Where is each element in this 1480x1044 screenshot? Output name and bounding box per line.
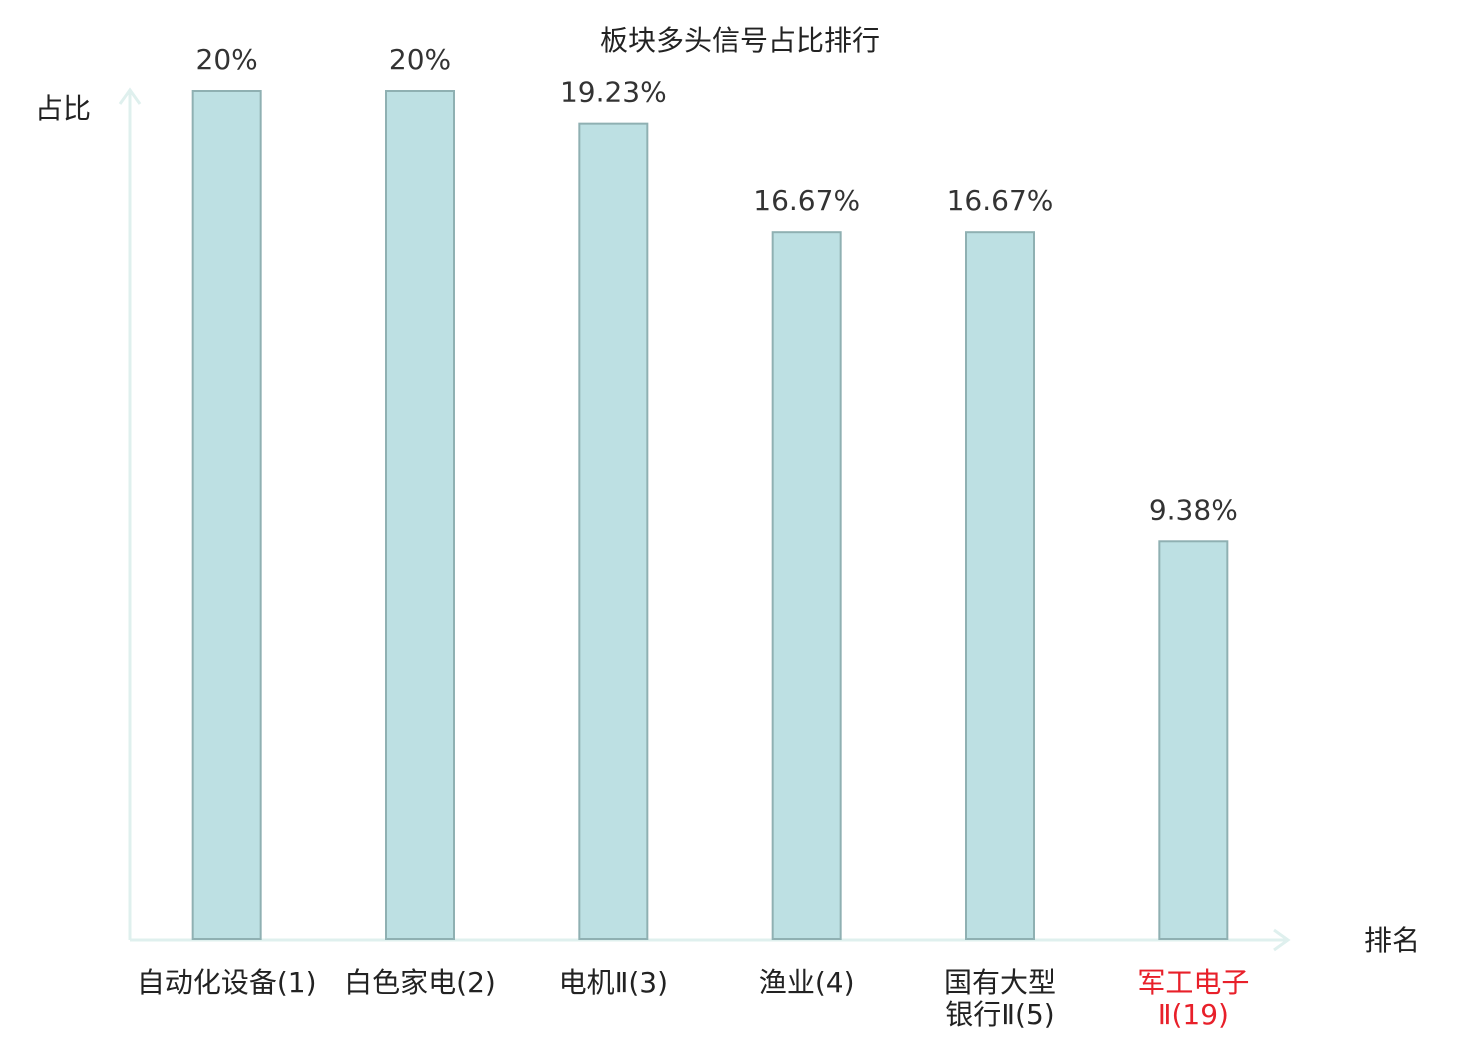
x-axis [130, 928, 1291, 952]
x-tick-label: 军工电子 Ⅱ(19) [1137, 966, 1249, 1031]
value-label: 16.67% [947, 184, 1054, 217]
bar [1158, 540, 1229, 941]
value-label: 20% [196, 43, 258, 76]
x-tick-label: 渔业(4) [759, 966, 855, 999]
bar [578, 122, 649, 940]
bar [965, 231, 1035, 940]
value-label: 19.23% [560, 76, 667, 109]
bar [191, 90, 262, 940]
chart-title: 板块多头信号占比排行 [600, 24, 880, 57]
value-label: 20% [389, 43, 451, 76]
x-tick-label: 国有大型银行Ⅱ(5) [944, 966, 1056, 1031]
y-axis [118, 87, 142, 940]
value-label: 16.67% [753, 184, 860, 217]
x-tick-label: 自动化设备(1) [137, 966, 317, 999]
bar [771, 231, 842, 940]
y-axis-label: 占比 [35, 92, 91, 125]
x-tick-label: 电机Ⅱ(3) [559, 966, 668, 999]
x-tick-label: 白色家电(2) [344, 966, 496, 999]
value-label: 9.38% [1149, 493, 1238, 526]
bar [385, 90, 455, 940]
x-axis-label: 排名 [1364, 924, 1420, 957]
